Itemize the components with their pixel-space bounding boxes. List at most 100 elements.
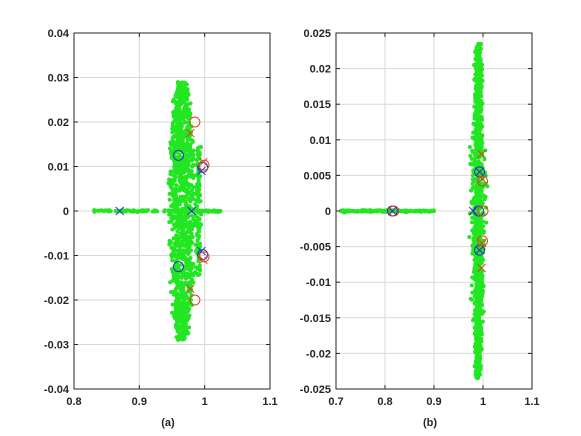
scatter-point: [184, 316, 189, 321]
scatter-point: [342, 209, 347, 214]
scatter-point: [474, 200, 479, 205]
scatter-cloud: [338, 41, 490, 381]
scatter-point: [189, 124, 194, 129]
scatter-point: [172, 187, 177, 192]
scatter-point: [181, 234, 186, 239]
scatter-point: [183, 95, 188, 100]
scatter-point: [174, 243, 179, 248]
y-tick-label: 0.025: [303, 28, 331, 40]
marker-cross: [199, 255, 208, 265]
panel-a: 0.8 0.9 1 1.1 0.04 0.03 0.02 0.01 0 -0.01 -0.02 -0.…: [44, 28, 278, 408]
x-tick-label: 0.8: [377, 396, 392, 408]
marker-circle: [473, 205, 485, 217]
scatter-point: [181, 269, 186, 274]
scatter-point: [180, 206, 185, 211]
scatter-point: [469, 283, 474, 288]
scatter-point: [481, 309, 486, 314]
scatter-point: [188, 280, 193, 285]
scatter-point: [187, 257, 192, 262]
scatter-point: [183, 211, 188, 216]
panel-label-a: (a): [161, 417, 175, 429]
scatter-point: [181, 288, 186, 293]
scatter-point: [369, 208, 374, 213]
scatter-point: [176, 124, 181, 129]
y-tick-label: 0.03: [48, 73, 69, 85]
marker-circle: [198, 159, 210, 171]
scatter-point: [189, 195, 194, 200]
scatter-point: [177, 99, 182, 104]
scatter-point: [182, 166, 187, 171]
scatter-point: [186, 242, 191, 247]
scatter-point: [191, 148, 196, 153]
marker-cross-stroke: [477, 263, 486, 273]
scatter-point: [176, 292, 181, 297]
scatter-point: [173, 277, 178, 282]
scatter-point: [179, 242, 184, 247]
scatter-point: [468, 153, 473, 158]
scatter-point: [183, 81, 188, 86]
scatter-point: [179, 124, 184, 129]
scatter-point: [167, 212, 172, 217]
scatter-point: [171, 236, 176, 241]
scatter-point: [195, 224, 200, 229]
scatter-point: [478, 81, 483, 86]
scatter-point: [95, 208, 100, 213]
scatter-point: [183, 216, 188, 221]
scatter-point: [175, 272, 180, 277]
scatter-point: [183, 310, 188, 315]
scatter-point: [185, 295, 190, 300]
scatter-point: [186, 167, 191, 172]
panel-b: 0.7 0.8 0.9 1 1.1 0.025 0.02 0.015 0.01 0.005 0 -0.…: [300, 28, 540, 408]
scatter-point: [473, 221, 478, 226]
scatter-point: [162, 208, 167, 213]
scatter-point: [195, 271, 200, 276]
marker-cross: [187, 206, 196, 216]
scatter-point: [472, 137, 477, 142]
y-tick-label: 0.04: [48, 28, 70, 40]
scatter-point: [185, 124, 190, 129]
scatter-point: [170, 214, 175, 219]
y-tick-label: 0.02: [48, 117, 69, 129]
y-tick-label: -0.025: [300, 384, 331, 396]
scatter-point: [99, 208, 104, 213]
scatter-point: [476, 360, 481, 365]
scatter-point: [475, 376, 480, 381]
scatter-point: [177, 128, 182, 133]
y-tick-label: 0.01: [48, 162, 69, 174]
y-tick-label: -0.03: [44, 340, 69, 352]
scatter-point: [479, 279, 484, 284]
scatter-point: [470, 228, 475, 233]
scatter-point: [478, 41, 483, 46]
scatter-point: [476, 74, 481, 79]
scatter-point: [480, 288, 485, 293]
scatter-point: [180, 282, 185, 287]
scatter-point: [184, 201, 189, 206]
scatter-point: [190, 234, 195, 239]
scatter-point: [183, 224, 188, 229]
scatter-point: [189, 272, 194, 277]
scatter-point: [200, 209, 205, 214]
scatter-point: [472, 276, 477, 281]
scatter-point: [420, 208, 425, 213]
scatter-point: [478, 215, 483, 220]
scatter-point: [181, 313, 186, 318]
scatter-point: [472, 239, 477, 244]
scatter-point: [356, 209, 361, 214]
scatter-point: [174, 106, 179, 111]
scatter-point: [180, 227, 185, 232]
scatter-point: [193, 209, 198, 214]
scatter-point: [175, 248, 180, 253]
scatter-point: [183, 280, 188, 285]
scatter-point: [170, 227, 175, 232]
scatter-point: [176, 85, 181, 90]
scatter-point: [361, 208, 366, 213]
y-tick-label: -0.02: [44, 295, 69, 307]
scatter-point: [478, 137, 483, 142]
marker-cross: [185, 128, 195, 138]
y-tick-label: -0.04: [44, 384, 70, 396]
scatter-point: [476, 371, 481, 376]
scatter-point: [469, 162, 474, 167]
scatter-point: [476, 186, 481, 191]
scatter-point: [408, 208, 413, 213]
